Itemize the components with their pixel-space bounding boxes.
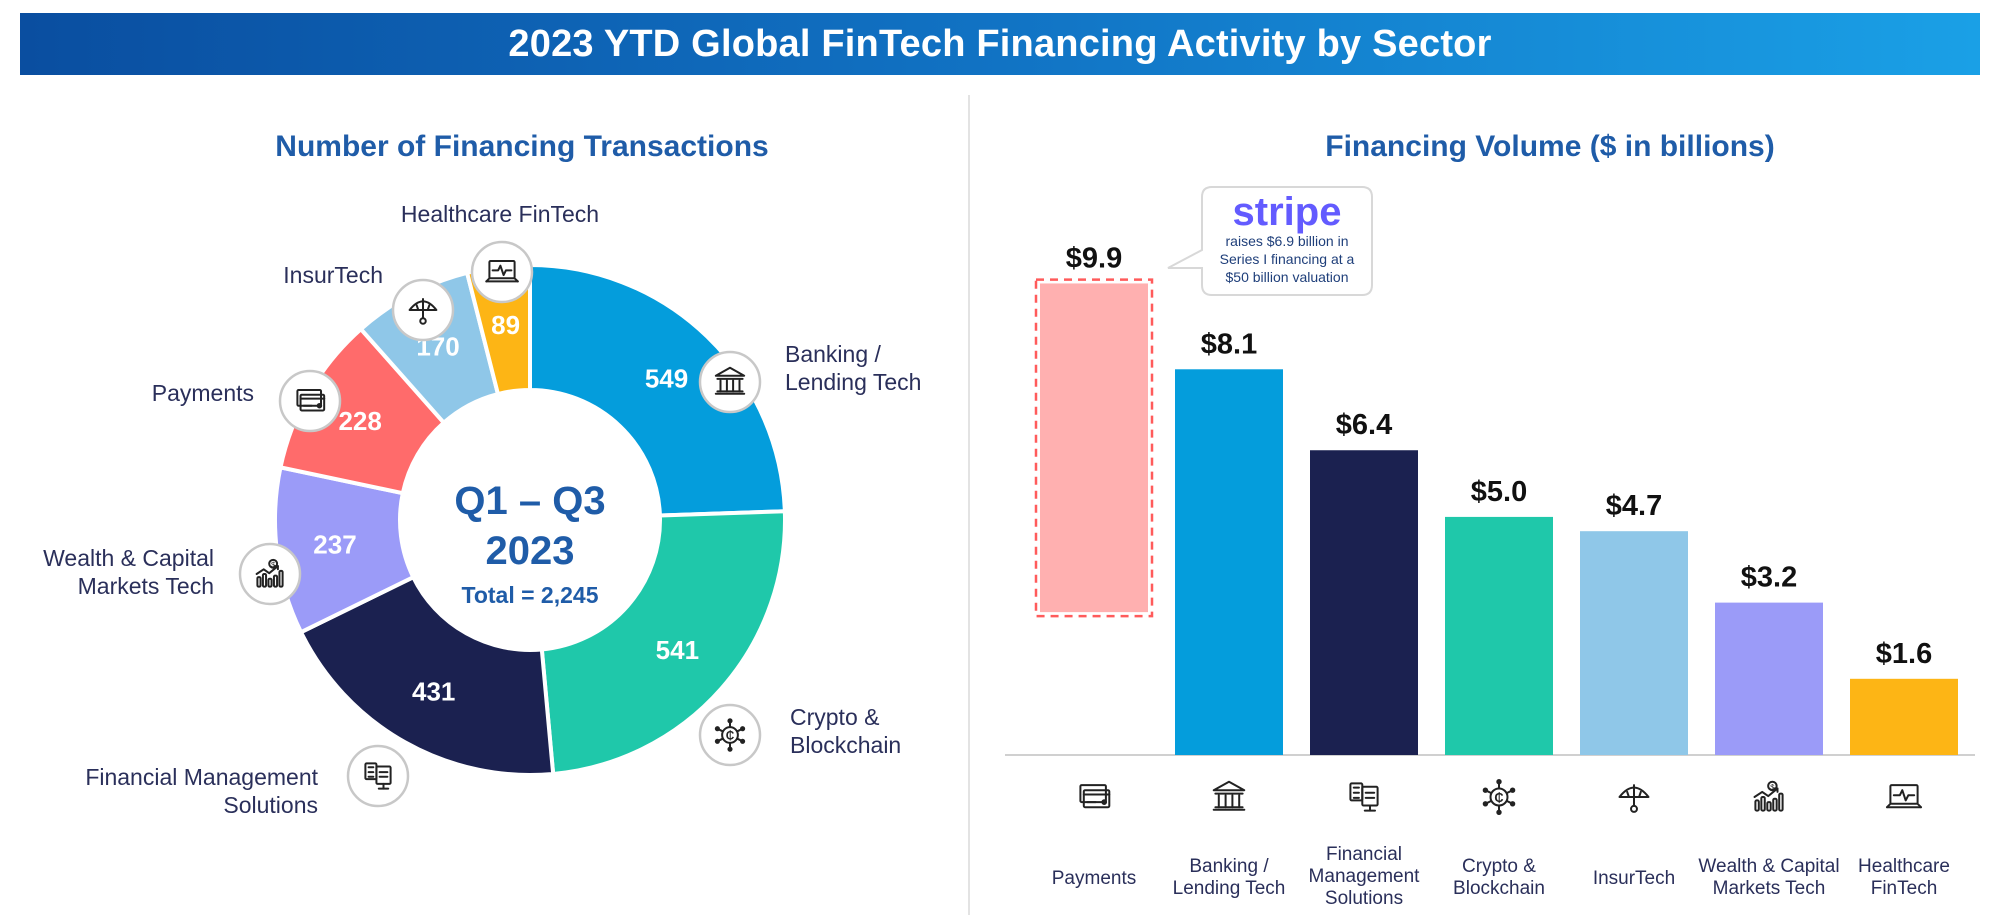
donut-value-label: 549 bbox=[645, 364, 688, 394]
bar-category-label: Wealth & Capital bbox=[1698, 856, 1839, 877]
bar-chart-title: Financing Volume ($ in billions) bbox=[1325, 130, 1775, 163]
callout-line-3: $50 billion valuation bbox=[1226, 269, 1349, 285]
bar-value-label: $5.0 bbox=[1471, 476, 1527, 508]
bar-chart: $9.9 Payments $8.1 Banking /Lending Tech $6.… bbox=[1005, 243, 1975, 909]
donut-category-label: InsurTech bbox=[283, 262, 383, 288]
donut-value-label: 228 bbox=[338, 406, 381, 436]
bar-group: $8.1 Banking /Lending Tech bbox=[1173, 328, 1286, 899]
bar-group: $9.9 Payments bbox=[1034, 243, 1154, 889]
stripe-callout: stripe raises $6.9 billion in Series I f… bbox=[1167, 186, 1373, 296]
wealth-icon: $ bbox=[1753, 780, 1784, 812]
bank-icon bbox=[698, 350, 762, 414]
donut-category-label: Wealth & Capital bbox=[43, 545, 214, 571]
svg-text:$: $ bbox=[1770, 782, 1775, 791]
payments-icon bbox=[278, 369, 342, 433]
bar bbox=[1310, 450, 1418, 755]
donut-chart: 549 Banking /Lending Tech 541 Crypto &Block… bbox=[43, 201, 921, 818]
panel-divider bbox=[968, 95, 970, 915]
wealth-icon: $ bbox=[238, 542, 302, 606]
callout-line-2: Series I financing at a bbox=[1220, 251, 1355, 267]
bar-group: $4.7 InsurTech bbox=[1580, 490, 1688, 889]
crypto-icon: ₵ bbox=[698, 703, 762, 767]
stripe-logo: stripe bbox=[1233, 190, 1342, 234]
callout-box bbox=[1167, 186, 1373, 296]
finmgmt-icon bbox=[346, 744, 410, 808]
bar bbox=[1850, 678, 1958, 755]
bar-value-label: $6.4 bbox=[1336, 409, 1392, 441]
bar bbox=[1580, 531, 1688, 755]
donut-category-label: Crypto & bbox=[790, 704, 879, 730]
bar-value-label: $1.6 bbox=[1876, 638, 1932, 670]
icon-badge-circle bbox=[278, 369, 342, 433]
bar-value-label: $8.1 bbox=[1201, 328, 1257, 360]
icon-badge-circle bbox=[698, 350, 762, 414]
donut-center: Q1 – Q3 2023 Total = 2,245 bbox=[454, 479, 605, 608]
bar-category-label: Healthcare bbox=[1858, 856, 1950, 877]
donut-value-label: 431 bbox=[412, 676, 455, 706]
bar-value-label: $4.7 bbox=[1606, 490, 1662, 522]
bar-category-label: Crypto & bbox=[1462, 856, 1536, 877]
bar bbox=[1445, 516, 1553, 755]
bar bbox=[1175, 369, 1283, 755]
bar-category-label: Banking / bbox=[1189, 856, 1269, 877]
bar-category-label: Blockchain bbox=[1453, 878, 1545, 899]
icon-badge-circle bbox=[346, 744, 410, 808]
page-title: 2023 YTD Global FinTech Financing Activi… bbox=[20, 13, 1980, 75]
bank-icon bbox=[1212, 780, 1246, 811]
bar-value-label: $3.2 bbox=[1741, 562, 1797, 594]
insurtech-icon bbox=[391, 278, 455, 342]
healthcare-icon bbox=[1886, 784, 1922, 809]
bar-highlight-portion bbox=[1040, 283, 1148, 613]
donut-hole bbox=[400, 390, 660, 650]
donut-value-label: 89 bbox=[491, 310, 520, 340]
bar-category-label: Solutions bbox=[1325, 888, 1403, 909]
donut-category-label: Healthcare FinTech bbox=[401, 201, 599, 227]
bar-highlight-outline bbox=[1034, 278, 1154, 618]
donut-value-label: 237 bbox=[313, 529, 356, 559]
icon-badge-circle bbox=[698, 703, 762, 767]
bar-category-label: InsurTech bbox=[1593, 868, 1675, 889]
bar-group: $5.0 ₵ Crypto &Blockchain bbox=[1445, 476, 1553, 899]
bar-category-label: Financial bbox=[1326, 844, 1402, 865]
donut-value-label: 541 bbox=[656, 635, 699, 665]
donut-category-label: Blockchain bbox=[790, 732, 901, 758]
donut-category-label: Markets Tech bbox=[78, 573, 214, 599]
bar-category-label: Management bbox=[1309, 866, 1421, 887]
donut-category-label: Lending Tech bbox=[785, 369, 921, 395]
crypto-icon: ₵ bbox=[1482, 779, 1516, 815]
bar-category-label: Lending Tech bbox=[1173, 878, 1286, 899]
bar bbox=[1715, 602, 1823, 755]
donut-center-year: 2023 bbox=[486, 529, 575, 573]
svg-text:₵: ₵ bbox=[1494, 790, 1503, 805]
donut-category-label: Payments bbox=[152, 380, 254, 406]
callout-line-1: raises $6.9 billion in bbox=[1226, 233, 1349, 249]
donut-center-total: Total = 2,245 bbox=[461, 582, 598, 608]
finmgmt-icon bbox=[1349, 782, 1379, 812]
bar-value-label: $9.9 bbox=[1066, 243, 1122, 275]
bar-category-label: FinTech bbox=[1871, 878, 1938, 899]
donut-category-label: Solutions bbox=[223, 792, 318, 818]
icon-badge-circle bbox=[238, 542, 302, 606]
bar-category-label: Payments bbox=[1052, 868, 1136, 889]
donut-category-label: Banking / bbox=[785, 341, 882, 367]
insurtech-icon bbox=[1618, 784, 1650, 813]
healthcare-icon bbox=[470, 240, 534, 304]
donut-category-label: Financial Management bbox=[85, 764, 318, 790]
svg-text:₵: ₵ bbox=[726, 729, 735, 743]
bar-category-label: Markets Tech bbox=[1713, 878, 1826, 899]
donut-chart-title: Number of Financing Transactions bbox=[275, 130, 769, 163]
donut-center-period: Q1 – Q3 bbox=[454, 479, 605, 523]
svg-text:$: $ bbox=[271, 561, 275, 569]
payments-icon bbox=[1079, 784, 1111, 809]
